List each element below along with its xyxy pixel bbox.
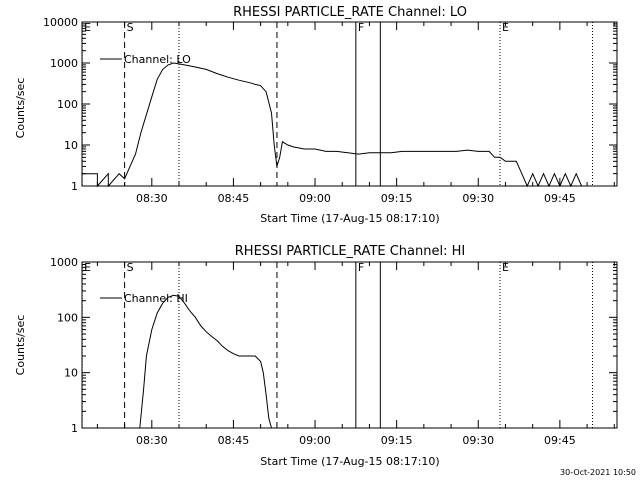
lo-channel-panel: RHESSI PARTICLE_RATE Channel: LO Start T… (14, 5, 618, 225)
lo-ytick-label: 100 (57, 98, 78, 111)
lo-chart-ylabel: Counts/sec (14, 78, 27, 139)
lo-chart-xlabel: Start Time (17-Aug-15 08:17:10) (260, 212, 439, 225)
hi-xtick-label: 09:30 (462, 434, 494, 447)
lo-xtick-label: 09:00 (299, 192, 331, 205)
hi-chart-xlabel: Start Time (17-Aug-15 08:17:10) (260, 455, 439, 468)
hi-ytick-label: 10 (64, 367, 78, 380)
lo-ytick-label: 1 (71, 180, 78, 193)
lo-event-marker-label: E (502, 21, 509, 34)
hi-ytick-label: 100 (57, 311, 78, 324)
hi-event-marker-label: E (502, 261, 509, 274)
lo-event-marker-label: S (127, 21, 134, 34)
generation-timestamp: 30-Oct-2021 10:50 (560, 468, 636, 477)
lo-legend-entry: Channel: LO (124, 53, 191, 66)
hi-channel-panel: RHESSI PARTICLE_RATE Channel: HI Start T… (14, 244, 618, 468)
lo-series-line (82, 62, 583, 188)
hi-event-marker-label: E (84, 261, 91, 274)
hi-series-line (139, 294, 272, 429)
hi-legend: Channel: HI (100, 292, 188, 305)
hi-plot-frame (81, 261, 618, 429)
lo-xtick-label: 08:45 (218, 192, 250, 205)
lo-legend: Channel: LO (100, 53, 191, 66)
hi-event-marker-label: F (358, 261, 364, 274)
lo-xtick-label: 09:30 (462, 192, 494, 205)
hi-xtick-label: 09:15 (381, 434, 413, 447)
lo-xtick-label: 09:15 (381, 192, 413, 205)
hi-chart-ylabel: Counts/sec (14, 315, 27, 376)
lo-xtick-label: 09:45 (544, 192, 576, 205)
lo-ytick-label: 10000 (43, 16, 78, 29)
lo-event-marker-label: F (358, 21, 364, 34)
hi-chart-title: RHESSI PARTICLE_RATE Channel: HI (235, 244, 465, 259)
lo-event-marker-label: E (84, 21, 91, 34)
lo-chart-title: RHESSI PARTICLE_RATE Channel: LO (233, 5, 467, 20)
lo-ytick-label: 1000 (50, 57, 78, 70)
lo-xtick-label: 08:30 (136, 192, 168, 205)
lo-ytick-label: 10 (64, 139, 78, 152)
hi-xtick-label: 09:45 (544, 434, 576, 447)
hi-event-marker-label: S (127, 261, 134, 274)
hi-xtick-label: 08:45 (218, 434, 250, 447)
hi-xtick-label: 08:30 (136, 434, 168, 447)
hi-ytick-label: 1000 (50, 256, 78, 269)
hi-ytick-label: 1 (71, 422, 78, 435)
hi-legend-entry: Channel: HI (124, 292, 188, 305)
hi-xtick-label: 09:00 (299, 434, 331, 447)
